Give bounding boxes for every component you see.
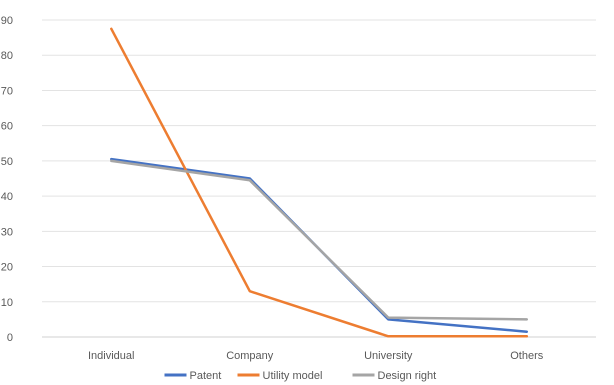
y-tick-label: 90 <box>1 15 13 27</box>
legend-item-utility-model: Utility model <box>237 370 323 382</box>
y-tick-label: 50 <box>1 156 13 168</box>
legend-label: Design right <box>378 370 437 382</box>
x-axis-tick-labels: Individual Company University Others <box>88 350 544 362</box>
series-line-patent <box>110 157 529 333</box>
y-tick-label: 60 <box>1 121 13 133</box>
x-tick-label: Others <box>510 350 544 362</box>
y-tick-label: 80 <box>1 50 13 62</box>
x-tick-label: Company <box>226 350 274 362</box>
legend: Patent Utility model Design right <box>164 370 437 382</box>
y-tick-label: 30 <box>1 226 13 238</box>
legend-label: Utility model <box>263 370 323 382</box>
y-tick-label: 10 <box>1 297 13 309</box>
y-tick-label: 70 <box>1 85 13 97</box>
series-lines <box>110 27 529 338</box>
gridlines <box>42 19 596 338</box>
y-tick-label: 20 <box>1 262 13 274</box>
y-tick-label: 0 <box>7 332 13 344</box>
legend-item-patent: Patent <box>164 370 222 382</box>
y-tick-label: 40 <box>1 191 13 203</box>
legend-item-design-right: Design right <box>352 370 437 382</box>
x-tick-label: University <box>364 350 413 362</box>
x-tick-label: Individual <box>88 350 134 362</box>
y-axis-tick-labels: 0 10 20 30 40 50 60 70 80 90 <box>1 15 13 344</box>
series-line-utility-model <box>110 27 529 338</box>
series-line-design-right <box>110 159 529 321</box>
legend-label: Patent <box>190 370 222 382</box>
